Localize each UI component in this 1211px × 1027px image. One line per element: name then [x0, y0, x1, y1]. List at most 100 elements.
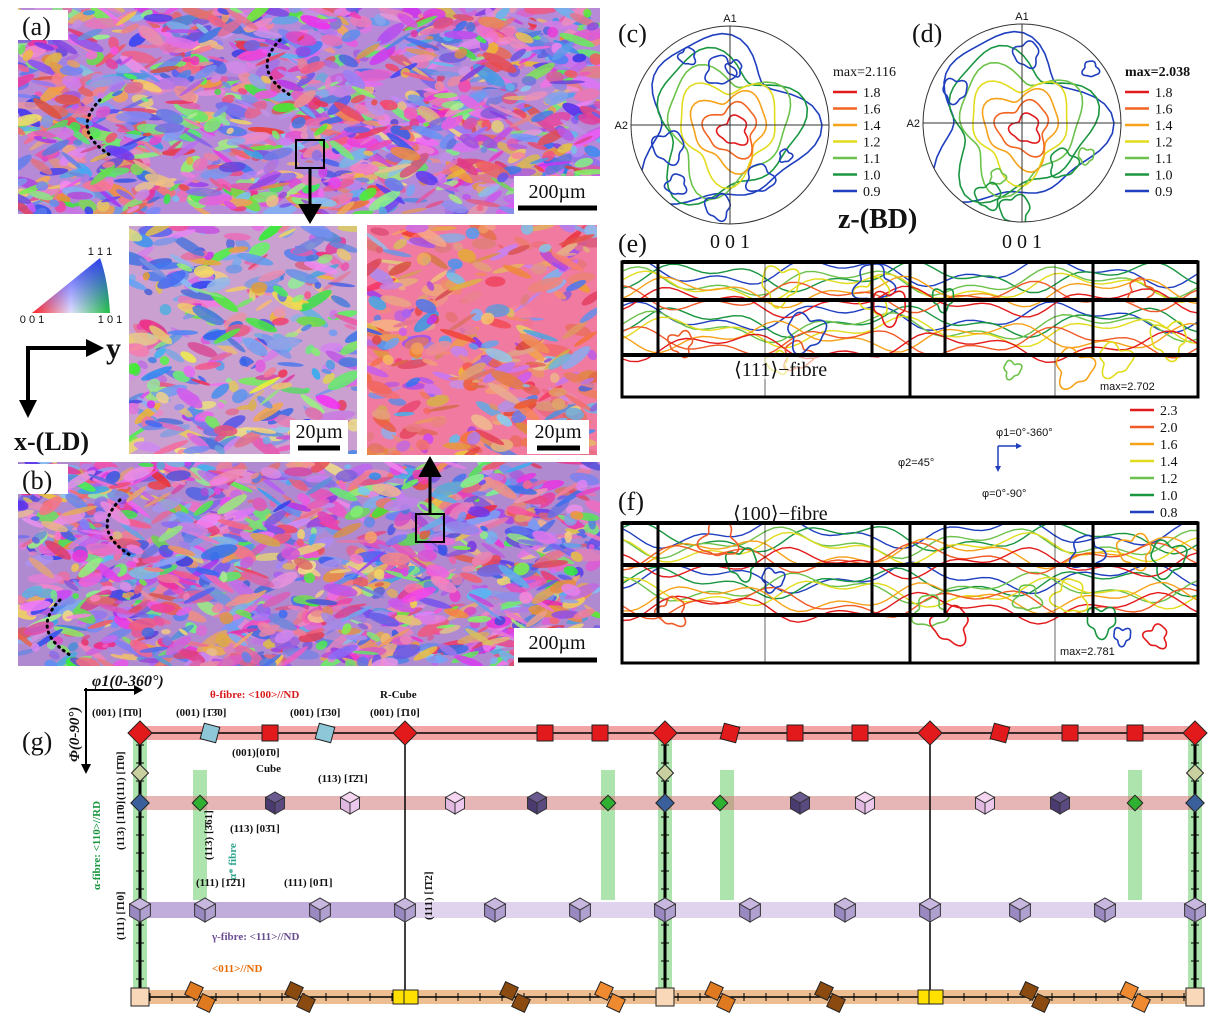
legend-label: 1.4: [1160, 455, 1178, 470]
grain: [405, 424, 422, 433]
legend-label: 1.1: [863, 152, 881, 167]
legend-label: 1.2: [1160, 472, 1178, 487]
scale-text: 200µm: [528, 632, 586, 654]
panel-label: (a): [22, 12, 51, 41]
legend-label: 1.4: [863, 119, 881, 134]
odf-max: max=2.702: [1100, 381, 1155, 393]
axis-label: x-(LD): [14, 427, 89, 456]
orientation: (113) [11̄0]: [115, 801, 127, 850]
legend-label: 0.9: [1155, 185, 1173, 200]
orientation: (001) [1̄3̄0]: [176, 707, 226, 719]
orientation: (001)[01̄0]: [232, 747, 280, 759]
fibre-schematic: [128, 721, 1207, 1012]
legend-label: 1.0: [1160, 489, 1178, 504]
axis-label: Φ(0-90°): [67, 707, 83, 762]
legend-label: 2.3: [1160, 404, 1178, 419]
orientation-name: R-Cube: [380, 689, 417, 701]
grain: [287, 162, 300, 166]
grain: [466, 227, 480, 239]
odf-max: max=2.781: [1060, 646, 1115, 658]
legend-label: 1.2: [863, 136, 881, 151]
orientation-marker: [1062, 725, 1078, 741]
legend-label: 1.0: [863, 169, 881, 184]
orientation-marker: [653, 721, 677, 745]
orientation-marker: [929, 990, 943, 1004]
orientation: (113) [3̄61]: [203, 810, 215, 860]
orientation-marker: [990, 723, 1010, 743]
ipf-label: 1 0 1: [98, 314, 122, 326]
orientation-marker: [720, 723, 740, 743]
grain: [565, 531, 572, 543]
schematic-labels: (g) φ1(0-360°) Φ(0-90°) θ-fibre: <100>//…: [22, 673, 435, 975]
ipf-label: 1 1 1: [88, 246, 112, 258]
orientation: (111) [1̄1̄2]: [423, 871, 435, 920]
legend-label: 1.6: [1155, 103, 1173, 118]
orientation-marker: [200, 723, 220, 743]
alpha-band: [720, 770, 734, 900]
legend-label: 1.8: [863, 86, 881, 101]
orientation: (111) [01̄1]: [284, 877, 333, 889]
scale-text: 20µm: [534, 421, 582, 443]
panel-label: (e): [618, 229, 647, 258]
legend-label: 1.6: [863, 103, 881, 118]
axis-label: φ1(0-360°): [92, 673, 164, 690]
pole-label: 0 0 1: [1002, 231, 1042, 253]
orientation: (001) [1̄1̄0]: [92, 707, 142, 719]
orientation-marker: [918, 721, 942, 745]
legend-label: 1.0: [1155, 169, 1173, 184]
panel-label: (d): [912, 19, 942, 48]
orientation: (113) [03̄1]: [230, 823, 280, 835]
ipf-key: 1 1 1 0 0 1 1 0 1: [20, 246, 122, 326]
orientation: (111) [1̄1̄0]: [115, 751, 127, 800]
fibre-label: ⟨111⟩−fibre: [734, 359, 827, 381]
fibre-name: θ-fibre: <100>//ND: [210, 689, 299, 701]
orientation-marker: [404, 990, 418, 1004]
orientation-marker: [656, 988, 674, 1006]
legend-label: 1.2: [1155, 136, 1173, 151]
pole-axis: A1: [723, 13, 736, 25]
panel-label: (b): [22, 466, 52, 495]
legend-label: 0.8: [1160, 506, 1178, 521]
orientation-marker: [537, 725, 553, 741]
legend-label: 1.6: [1160, 438, 1178, 453]
fibre-label: ⟨100⟩−fibre: [733, 503, 828, 525]
orientation-marker: [262, 725, 278, 741]
legend-label: 0.9: [863, 185, 881, 200]
odf-legend: 2.32.01.61.41.21.00.8: [1130, 404, 1178, 521]
orientation-marker: [131, 988, 149, 1006]
legend-label: 1.1: [1155, 152, 1173, 167]
pf-legend: 1.8 1.61.4 1.21.1 1.00.9: [833, 86, 881, 200]
orientation-marker: [128, 721, 152, 745]
euler-label: φ1=0°-360°: [996, 427, 1053, 439]
axis-label: z-(BD): [838, 204, 917, 235]
euler-label: φ=0°-90°: [982, 488, 1026, 500]
fibre-name: α-fibre: <110>//RD: [91, 801, 103, 890]
orientation-marker: [1186, 988, 1204, 1006]
orientation-marker: [1127, 725, 1143, 741]
panel-label: (c): [618, 19, 647, 48]
orientation-name: Cube: [256, 763, 281, 775]
alpha-band: [1128, 770, 1142, 900]
fibre-name: <011>//ND: [212, 963, 262, 975]
euler-label: φ2=45°: [898, 457, 934, 469]
pole-axis: A1: [1015, 11, 1028, 23]
euler-key: φ1=0°-360° φ2=45° φ=0°-90°: [898, 427, 1053, 500]
pf-max: max=2.116: [833, 65, 896, 80]
scale-text: 20µm: [295, 421, 343, 443]
alpha-band: [601, 770, 615, 900]
fibre-name: γ-fibre: <111>//ND: [211, 931, 300, 943]
orientation-marker: [852, 725, 868, 741]
grain: [339, 357, 360, 367]
fibre-name: α* fibre: [227, 843, 239, 880]
pf-legend: 1.8 1.61.4 1.21.1 1.00.9: [1125, 86, 1173, 200]
ipf-label: 0 0 1: [20, 314, 44, 326]
grain: [190, 585, 196, 589]
pole-label: 0 0 1: [710, 231, 750, 253]
panel-label: (f): [618, 487, 644, 516]
legend-label: 1.4: [1155, 119, 1173, 134]
legend-label: 1.8: [1155, 86, 1173, 101]
scale-text: 200µm: [528, 181, 586, 203]
grain: [167, 330, 198, 335]
orientation: (113) [1̄2̄1]: [318, 773, 368, 785]
pole-axis: A2: [907, 118, 920, 130]
